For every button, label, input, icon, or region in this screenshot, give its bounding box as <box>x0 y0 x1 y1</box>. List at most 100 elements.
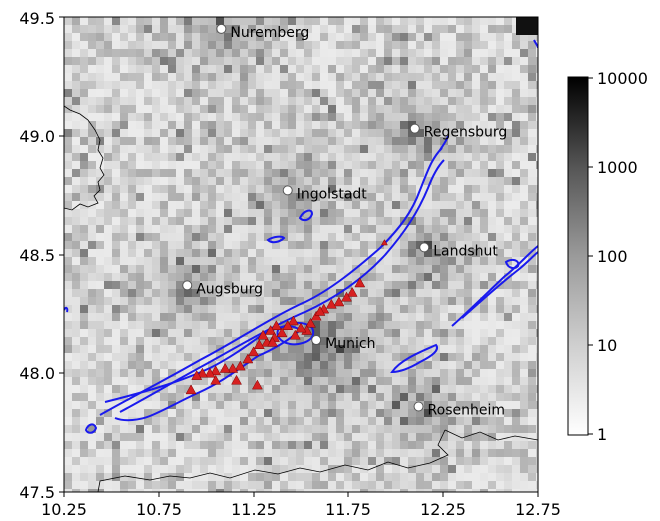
raster-cell <box>464 225 472 233</box>
raster-cell <box>184 257 192 265</box>
raster-cell <box>360 393 368 401</box>
raster-cell <box>216 337 224 345</box>
raster-cell <box>168 169 176 177</box>
raster-cell <box>336 49 344 57</box>
raster-cell <box>256 241 264 249</box>
raster-cell <box>128 441 136 449</box>
raster-cell <box>96 329 104 337</box>
raster-cell <box>200 153 208 161</box>
raster-cell <box>384 201 392 209</box>
raster-cell <box>208 113 216 121</box>
raster-cell <box>88 273 96 281</box>
raster-cell <box>80 153 88 161</box>
raster-cell <box>296 433 304 441</box>
raster-cell <box>120 81 128 89</box>
raster-cell <box>272 241 280 249</box>
raster-cell <box>248 33 256 41</box>
raster-cell <box>368 257 376 265</box>
raster-cell <box>296 353 304 361</box>
raster-cell <box>184 65 192 73</box>
raster-cell <box>96 257 104 265</box>
raster-cell <box>272 25 280 33</box>
raster-cell <box>120 65 128 73</box>
raster-cell <box>136 81 144 89</box>
raster-cell <box>160 153 168 161</box>
raster-cell <box>432 281 440 289</box>
raster-cell <box>144 457 152 465</box>
raster-cell <box>208 473 216 481</box>
raster-cell <box>400 377 408 385</box>
raster-cell <box>440 185 448 193</box>
raster-cell <box>504 129 512 137</box>
raster-cell <box>352 49 360 57</box>
raster-cell <box>344 361 352 369</box>
raster-cell <box>208 433 216 441</box>
raster-cell <box>504 329 512 337</box>
raster-cell <box>320 121 328 129</box>
raster-cell <box>320 225 328 233</box>
raster-cell <box>520 113 528 121</box>
raster-cell <box>144 209 152 217</box>
raster-cell <box>64 313 72 321</box>
raster-cell <box>72 209 80 217</box>
raster-cell <box>168 441 176 449</box>
raster-cell <box>352 113 360 121</box>
raster-cell <box>216 105 224 113</box>
raster-cell <box>352 425 360 433</box>
raster-cell <box>72 297 80 305</box>
raster-cell <box>200 145 208 153</box>
raster-cell <box>504 305 512 313</box>
raster-cell <box>464 81 472 89</box>
raster-cell <box>152 57 160 65</box>
raster-cell <box>360 137 368 145</box>
raster-cell <box>400 281 408 289</box>
raster-cell <box>344 457 352 465</box>
raster-cell <box>280 25 288 33</box>
raster-cell <box>328 385 336 393</box>
raster-cell <box>392 105 400 113</box>
raster-cell <box>168 377 176 385</box>
x-axis: 10.25 10.75 11.25 11.75 12.25 12.75 <box>41 492 561 519</box>
raster-cell <box>408 265 416 273</box>
raster-cell <box>104 401 112 409</box>
raster-cell <box>96 281 104 289</box>
raster-cell <box>184 185 192 193</box>
raster-cell <box>200 177 208 185</box>
raster-cell <box>120 57 128 65</box>
raster-cell <box>400 401 408 409</box>
raster-cell <box>280 105 288 113</box>
raster-cell <box>368 409 376 417</box>
raster-cell <box>240 129 248 137</box>
raster-cell <box>432 81 440 89</box>
raster-cell <box>144 233 152 241</box>
raster-cell <box>112 193 120 201</box>
raster-cell <box>184 425 192 433</box>
raster-cell <box>328 441 336 449</box>
raster-cell <box>392 241 400 249</box>
raster-cell <box>272 185 280 193</box>
raster-cell <box>248 161 256 169</box>
raster-cell <box>176 129 184 137</box>
triangle-marker <box>191 370 203 380</box>
raster-cell <box>152 81 160 89</box>
raster-cell <box>408 481 416 489</box>
raster-cell <box>448 249 456 257</box>
raster-cell <box>112 377 120 385</box>
raster-cell <box>472 409 480 417</box>
raster-cell <box>376 73 384 81</box>
raster-cell <box>320 33 328 41</box>
raster-cell <box>432 465 440 473</box>
raster-cell <box>144 337 152 345</box>
raster-cell <box>208 321 216 329</box>
raster-cell <box>456 313 464 321</box>
raster-cell <box>176 337 184 345</box>
raster-cell <box>304 129 312 137</box>
raster-cell <box>384 121 392 129</box>
raster-cell <box>280 121 288 129</box>
raster-cell <box>88 441 96 449</box>
raster-cell <box>192 185 200 193</box>
raster-cell <box>288 345 296 353</box>
raster-cell <box>304 169 312 177</box>
raster-cell <box>112 97 120 105</box>
raster-cell <box>104 281 112 289</box>
